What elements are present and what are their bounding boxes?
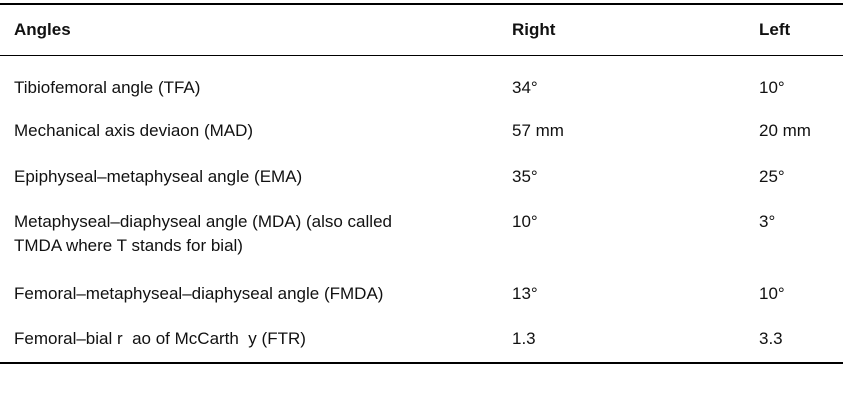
left-value: 10° (759, 284, 785, 303)
right-value: 57 mm (512, 121, 564, 140)
right-value: 13° (512, 284, 538, 303)
angle-name-line-2: TMDA where T stands for bial) (14, 236, 243, 255)
header-right: Right (512, 20, 556, 39)
table-row: Femoral–bial r ao of McCarth y (FTR) 1.3… (0, 316, 843, 363)
left-value: 10° (759, 78, 785, 97)
right-value: 1.3 (512, 329, 536, 348)
table-row: Epiphyseal–metaphyseal angle (EMA) 35° 2… (0, 154, 843, 200)
left-value: 20 mm (759, 121, 811, 140)
angle-name: Femoral–bial r ao of McCarth y (FTR) (14, 329, 306, 348)
left-value: 3.3 (759, 329, 783, 348)
angle-name: Epiphyseal–metaphyseal angle (EMA) (14, 167, 303, 186)
angle-name-line-1: Metaphyseal–diaphyseal angle (MDA) (also… (14, 212, 392, 231)
table-header-row: Angles Right Left (0, 4, 843, 56)
header-angles: Angles (14, 20, 71, 39)
angles-table: Angles Right Left Tibiofemoral angle (TF… (0, 3, 843, 364)
angle-name: Metaphyseal–diaphyseal angle (MDA) (also… (0, 200, 512, 268)
angle-name: Mechanical axis deviaon (MAD) (14, 121, 254, 140)
left-value: 3° (759, 212, 776, 231)
table-row: Metaphyseal–diaphyseal angle (MDA) (also… (0, 200, 843, 268)
right-value: 35° (512, 167, 538, 186)
angle-name: Tibiofemoral angle (TFA) (14, 78, 201, 97)
right-value: 34° (512, 78, 538, 97)
angle-name: Femoral–metaphyseal–diaphyseal angle (FM… (14, 284, 384, 303)
left-value: 25° (759, 167, 785, 186)
table-row: Femoral–metaphyseal–diaphyseal angle (FM… (0, 268, 843, 316)
header-left: Left (759, 20, 791, 39)
right-value: 10° (512, 212, 538, 231)
table-row: Tibiofemoral angle (TFA) 34° 10° (0, 56, 843, 109)
table-row: Mechanical axis deviaon (MAD) 57 mm 20 m… (0, 108, 843, 154)
